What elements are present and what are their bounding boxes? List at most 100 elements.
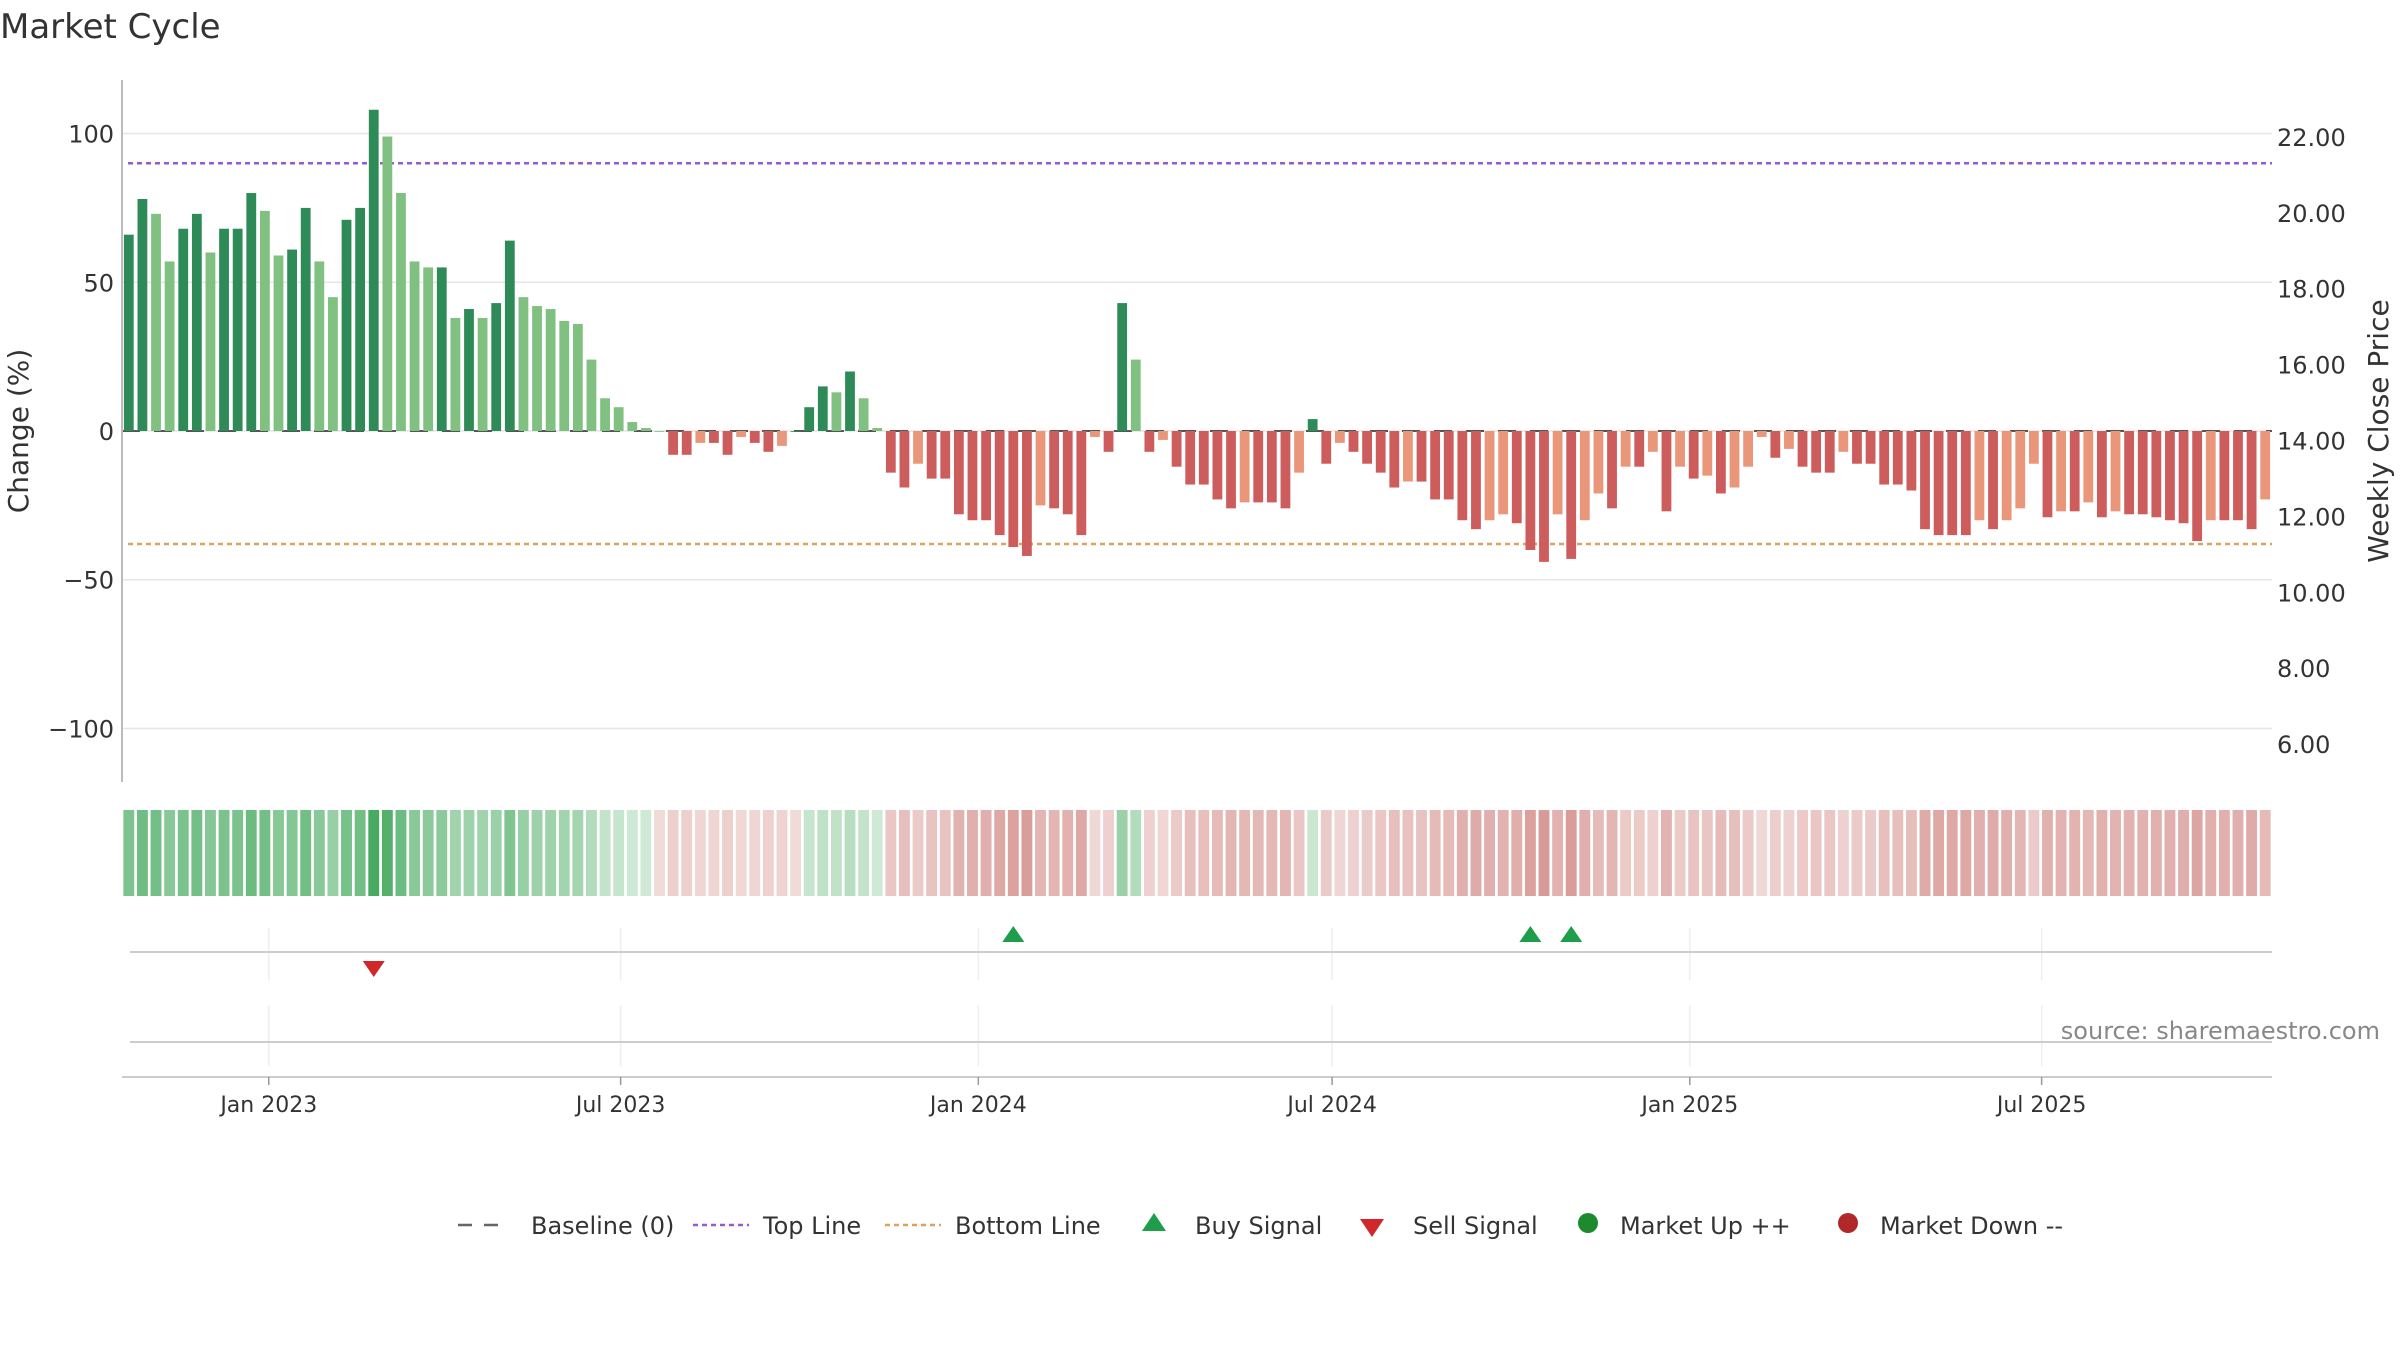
change-bar: [1280, 431, 1291, 509]
heat-cell: [1756, 810, 1768, 896]
change-bar: [1348, 431, 1359, 452]
heat-cell: [1007, 810, 1019, 896]
legend-label: Market Up ++: [1620, 1212, 1791, 1240]
change-bar: [1484, 431, 1495, 521]
heat-cell: [1552, 810, 1564, 896]
change-bar: [1008, 431, 1019, 548]
heat-cell: [844, 810, 856, 896]
change-bar: [2137, 431, 2148, 515]
heat-cell: [164, 810, 176, 896]
heat-cell: [286, 810, 298, 896]
change-bar: [1960, 431, 1971, 536]
change-bar: [1770, 431, 1781, 458]
heat-cell: [586, 810, 597, 896]
heat-cell: [1143, 810, 1155, 896]
heat-cell: [572, 810, 584, 896]
heat-cell: [2150, 810, 2162, 896]
change-bar: [178, 228, 189, 431]
change-bar: [1702, 431, 1713, 476]
heat-cell: [1416, 810, 1427, 896]
heat-cell: [1565, 810, 1577, 896]
heat-cell: [1987, 810, 1999, 896]
change-bar: [627, 422, 638, 431]
change-bar: [1334, 431, 1345, 443]
legend-circle-icon: [1838, 1213, 1858, 1233]
change-bar: [123, 234, 134, 431]
heat-cell: [1769, 810, 1781, 896]
change-bars: [123, 109, 2271, 562]
heat-cell: [1252, 810, 1264, 896]
heat-cell: [1429, 810, 1441, 896]
heat-cell: [708, 810, 720, 896]
heat-cell: [626, 810, 638, 896]
change-bar: [1062, 431, 1073, 515]
change-bar: [1362, 431, 1372, 464]
heat-cell: [1837, 810, 1849, 896]
change-bar: [831, 392, 842, 431]
heat-cell: [1361, 810, 1373, 896]
change-bar: [1090, 431, 1100, 437]
heat-cell: [177, 810, 189, 896]
heat-cell: [381, 810, 393, 896]
heat-cell: [1021, 810, 1033, 896]
change-bar: [1471, 431, 1481, 530]
y-tick-right-label: 14.00: [2277, 427, 2346, 455]
heat-cell: [2028, 810, 2040, 896]
change-bar: [1906, 431, 1917, 491]
change-bar: [1022, 431, 1032, 556]
change-bar: [273, 255, 284, 431]
change-bar: [695, 431, 706, 443]
change-bar: [1892, 431, 1903, 485]
heat-cell: [2164, 810, 2176, 896]
heat-cell: [1443, 810, 1455, 896]
change-bar: [1103, 431, 1114, 452]
x-tick-label: Jul 2025: [1995, 1093, 2087, 1118]
y-tick-right-label: 10.00: [2277, 579, 2346, 607]
heat-cell: [980, 810, 992, 896]
buy-signal-marker: [1560, 926, 1583, 942]
change-bar: [654, 431, 665, 432]
heat-cell: [1280, 810, 1291, 896]
change-bar: [940, 431, 951, 479]
change-bar: [804, 407, 815, 431]
heat-cell: [898, 810, 910, 896]
change-bar: [164, 261, 175, 431]
change-bar: [2219, 431, 2230, 521]
heat-cell: [449, 810, 461, 896]
change-bar: [1525, 431, 1536, 550]
change-bar: [1158, 431, 1168, 440]
heat-cell: [2218, 810, 2230, 896]
chart-title: Market Cycle: [0, 7, 221, 47]
heat-cell: [205, 810, 216, 896]
heat-cell: [1198, 810, 1210, 896]
change-bar: [1879, 431, 1890, 485]
change-bar: [518, 297, 529, 431]
change-bar: [1852, 431, 1862, 464]
change-bar: [477, 317, 488, 431]
change-bar: [191, 213, 202, 431]
change-bar: [504, 240, 515, 431]
heat-cell: [1184, 810, 1196, 896]
source-note: source: sharemaestro.com: [2061, 1017, 2380, 1045]
sell-signal-marker: [362, 961, 385, 977]
heat-cell: [1511, 810, 1523, 896]
heat-cell: [722, 810, 733, 896]
heat-cell: [830, 810, 842, 896]
heat-cell: [1388, 810, 1400, 896]
heat-cell: [1946, 810, 1958, 896]
legend-label: Top Line: [762, 1212, 861, 1240]
change-bar: [1647, 431, 1658, 452]
change-bar: [885, 431, 896, 473]
change-bar: [1539, 431, 1549, 562]
legend: Baseline (0) Top Line Bottom Line Buy Signa…: [458, 1212, 2063, 1240]
change-bar: [1130, 359, 1141, 431]
change-bar: [1253, 431, 1264, 503]
heat-cell: [1892, 810, 1904, 896]
change-bar: [2015, 431, 2026, 509]
heat-cell: [1307, 810, 1319, 896]
heat-cell: [545, 810, 557, 896]
heat-cell: [259, 810, 271, 896]
change-bar: [2124, 431, 2135, 515]
change-bar: [2178, 431, 2189, 524]
y-tick-right-label: 18.00: [2277, 276, 2346, 304]
